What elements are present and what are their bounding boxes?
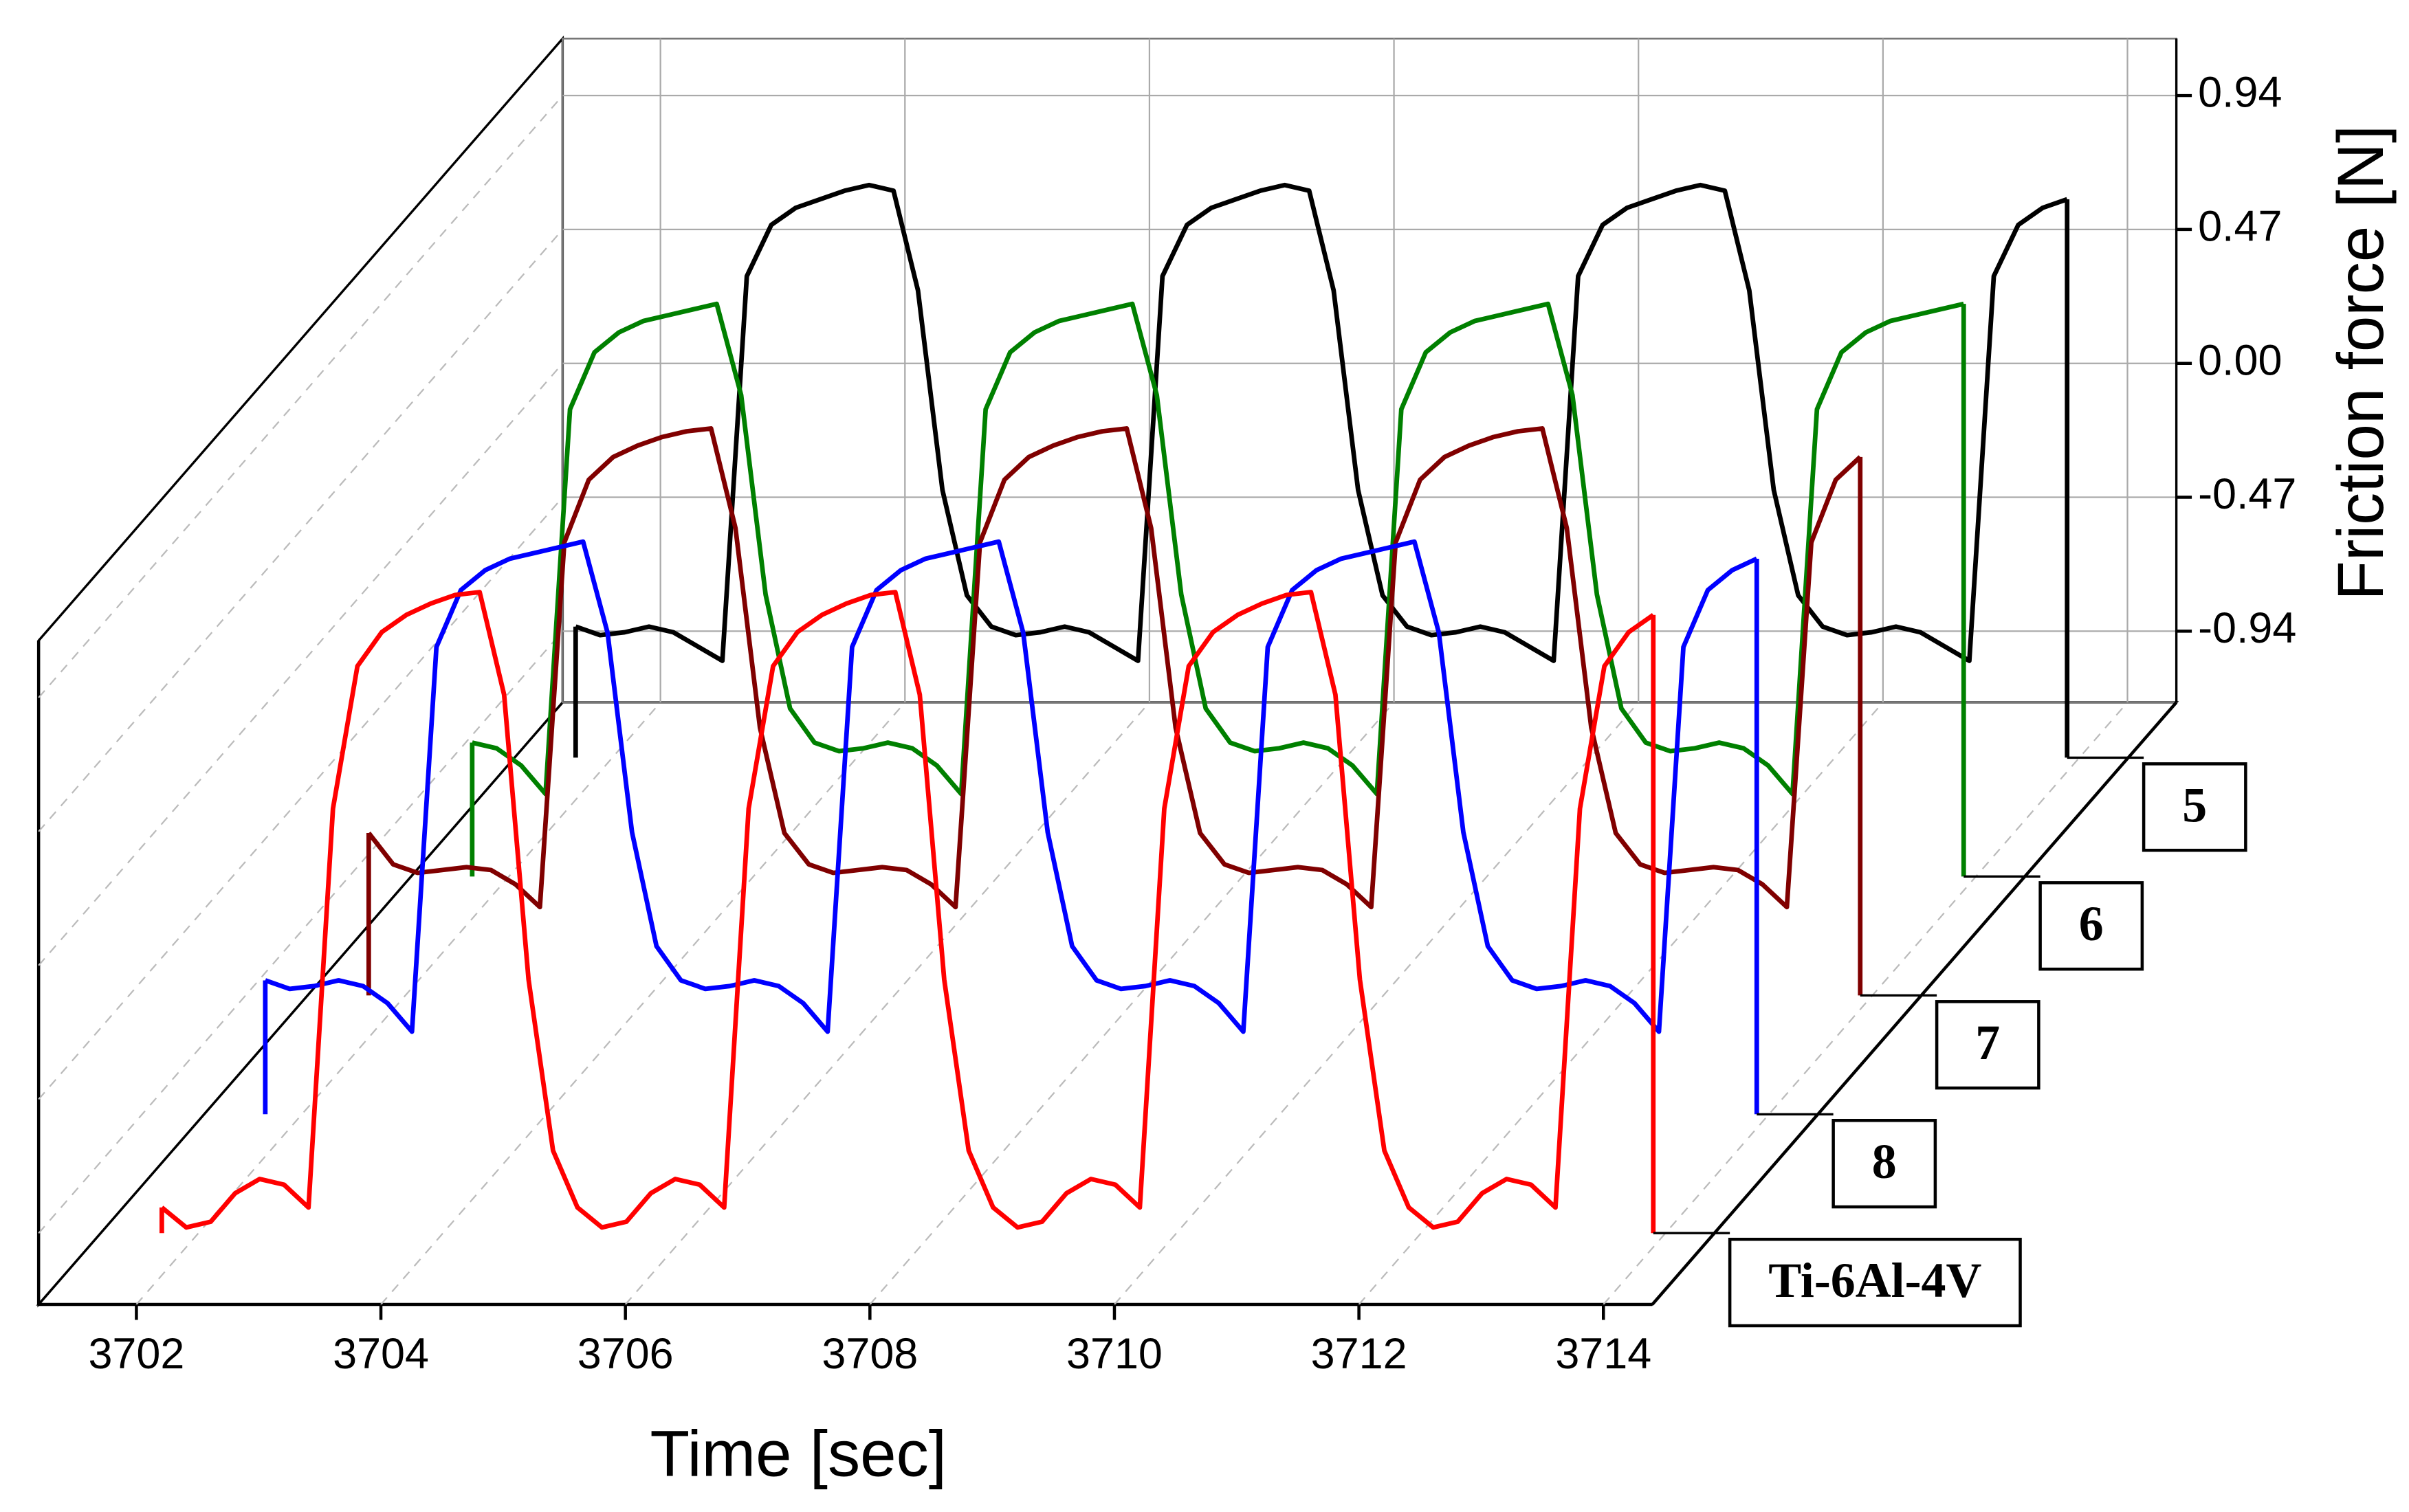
legend-box [2142,762,2247,852]
series-line [575,182,2068,663]
y-tick-label: 0.47 [2198,202,2282,250]
x-tick-label: 3710 [1066,1330,1163,1378]
wall-grid-line [38,229,564,832]
series-line [366,426,1862,910]
series-line [160,590,1655,1230]
wall-grid-line [38,496,564,1100]
x-tick-label: 3706 [578,1330,674,1378]
legend-box [1935,1000,2040,1090]
x-tick-label: 3702 [88,1330,184,1378]
series-line [264,539,1758,1034]
legend-box [1728,1237,2022,1328]
floor-grid-line [869,702,1395,1305]
x-tick-label: 3714 [1555,1330,1651,1378]
legend-label: 8 [1872,1134,1897,1189]
floor-grid-line [380,702,906,1305]
y-tick-label: -0.47 [2198,470,2296,518]
wall-grid-line [38,95,564,698]
legend-label: Ti-6Al-4V [1768,1253,1981,1308]
y-tick-label: -0.94 [2198,604,2296,652]
x-tick-label: 3712 [1311,1330,1407,1378]
x-tick-label: 3708 [822,1330,918,1378]
legend-label: 6 [2079,896,2104,951]
floor-grid-line [135,702,661,1305]
floor-grid-line [1603,702,2128,1305]
y-tick-label: 0.94 [2198,69,2282,117]
legend-box [1832,1119,1937,1209]
legend-box [2038,881,2144,971]
floor-grid-line [1114,702,1640,1305]
wall-grid-line [38,362,564,966]
x-axis-label: Time [sec] [650,1418,947,1490]
y-tick-label: 0.00 [2198,336,2282,384]
series-line [472,301,1965,797]
floor-grid-line [1358,702,1884,1305]
wall-grid-line [38,630,564,1234]
back-wall [562,37,2177,704]
legend-label: 7 [1975,1015,2000,1070]
legend-label: 5 [2182,777,2207,832]
x-tick-label: 3704 [333,1330,429,1378]
left-wall [37,35,564,1308]
floor-grid-line [624,702,1150,1305]
y-axis-label: Friction force [N] [2324,125,2397,601]
floor-plane [36,701,2179,1306]
right-floor-edge [1651,701,2178,1306]
